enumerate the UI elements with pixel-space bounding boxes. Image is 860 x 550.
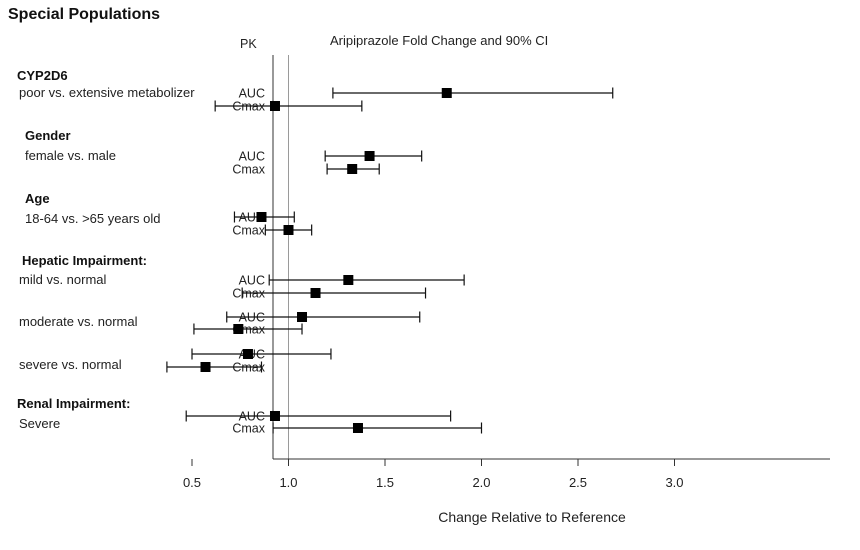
point-estimate <box>200 362 211 372</box>
x-tick-label: 0.5 <box>183 475 201 490</box>
point-estimate <box>269 101 280 111</box>
page-title: Special Populations <box>8 6 160 23</box>
group-title: Gender <box>25 128 71 143</box>
pk-parameter-label: AUC <box>239 274 265 288</box>
x-tick-label: 1.5 <box>376 475 394 490</box>
comparison-label: female vs. male <box>25 148 116 163</box>
point-estimate <box>297 312 308 322</box>
pk-parameter-label: AUC <box>239 87 265 101</box>
pk-parameter-label: Cmax <box>232 422 265 436</box>
group-title: Hepatic Impairment: <box>22 253 147 268</box>
comparison-label: mild vs. normal <box>19 272 107 287</box>
chart-title: Aripiprazole Fold Change and 90% CI <box>330 33 548 48</box>
comparison-label: 18-64 vs. >65 years old <box>25 211 161 226</box>
point-estimate <box>283 225 294 235</box>
x-axis-title: Change Relative to Reference <box>438 509 626 525</box>
point-estimate <box>256 212 267 222</box>
comparison-label: poor vs. extensive metabolizer <box>19 85 195 100</box>
point-estimate <box>269 411 280 421</box>
x-tick-label: 3.0 <box>665 475 683 490</box>
point-estimate <box>343 275 354 285</box>
pk-column-header: PK <box>240 37 257 51</box>
x-tick-label: 2.0 <box>472 475 490 490</box>
point-estimate <box>347 164 358 174</box>
point-estimate <box>242 349 253 359</box>
pk-parameter-label: Cmax <box>232 163 265 177</box>
point-estimate <box>364 151 375 161</box>
comparison-label: moderate vs. normal <box>19 314 138 329</box>
point-estimate <box>352 423 363 433</box>
pk-parameter-label: AUC <box>239 150 265 164</box>
group-title: Renal Impairment: <box>17 396 130 411</box>
comparison-label: Severe <box>19 416 60 431</box>
x-tick-label: 1.0 <box>279 475 297 490</box>
comparison-label: severe vs. normal <box>19 357 122 372</box>
point-estimate <box>233 324 244 334</box>
group-title: Age <box>25 191 50 206</box>
point-estimate <box>310 288 321 298</box>
x-tick-label: 2.5 <box>569 475 587 490</box>
pk-parameter-label: Cmax <box>232 224 265 238</box>
point-estimate <box>441 88 452 98</box>
group-title: CYP2D6 <box>17 68 68 83</box>
